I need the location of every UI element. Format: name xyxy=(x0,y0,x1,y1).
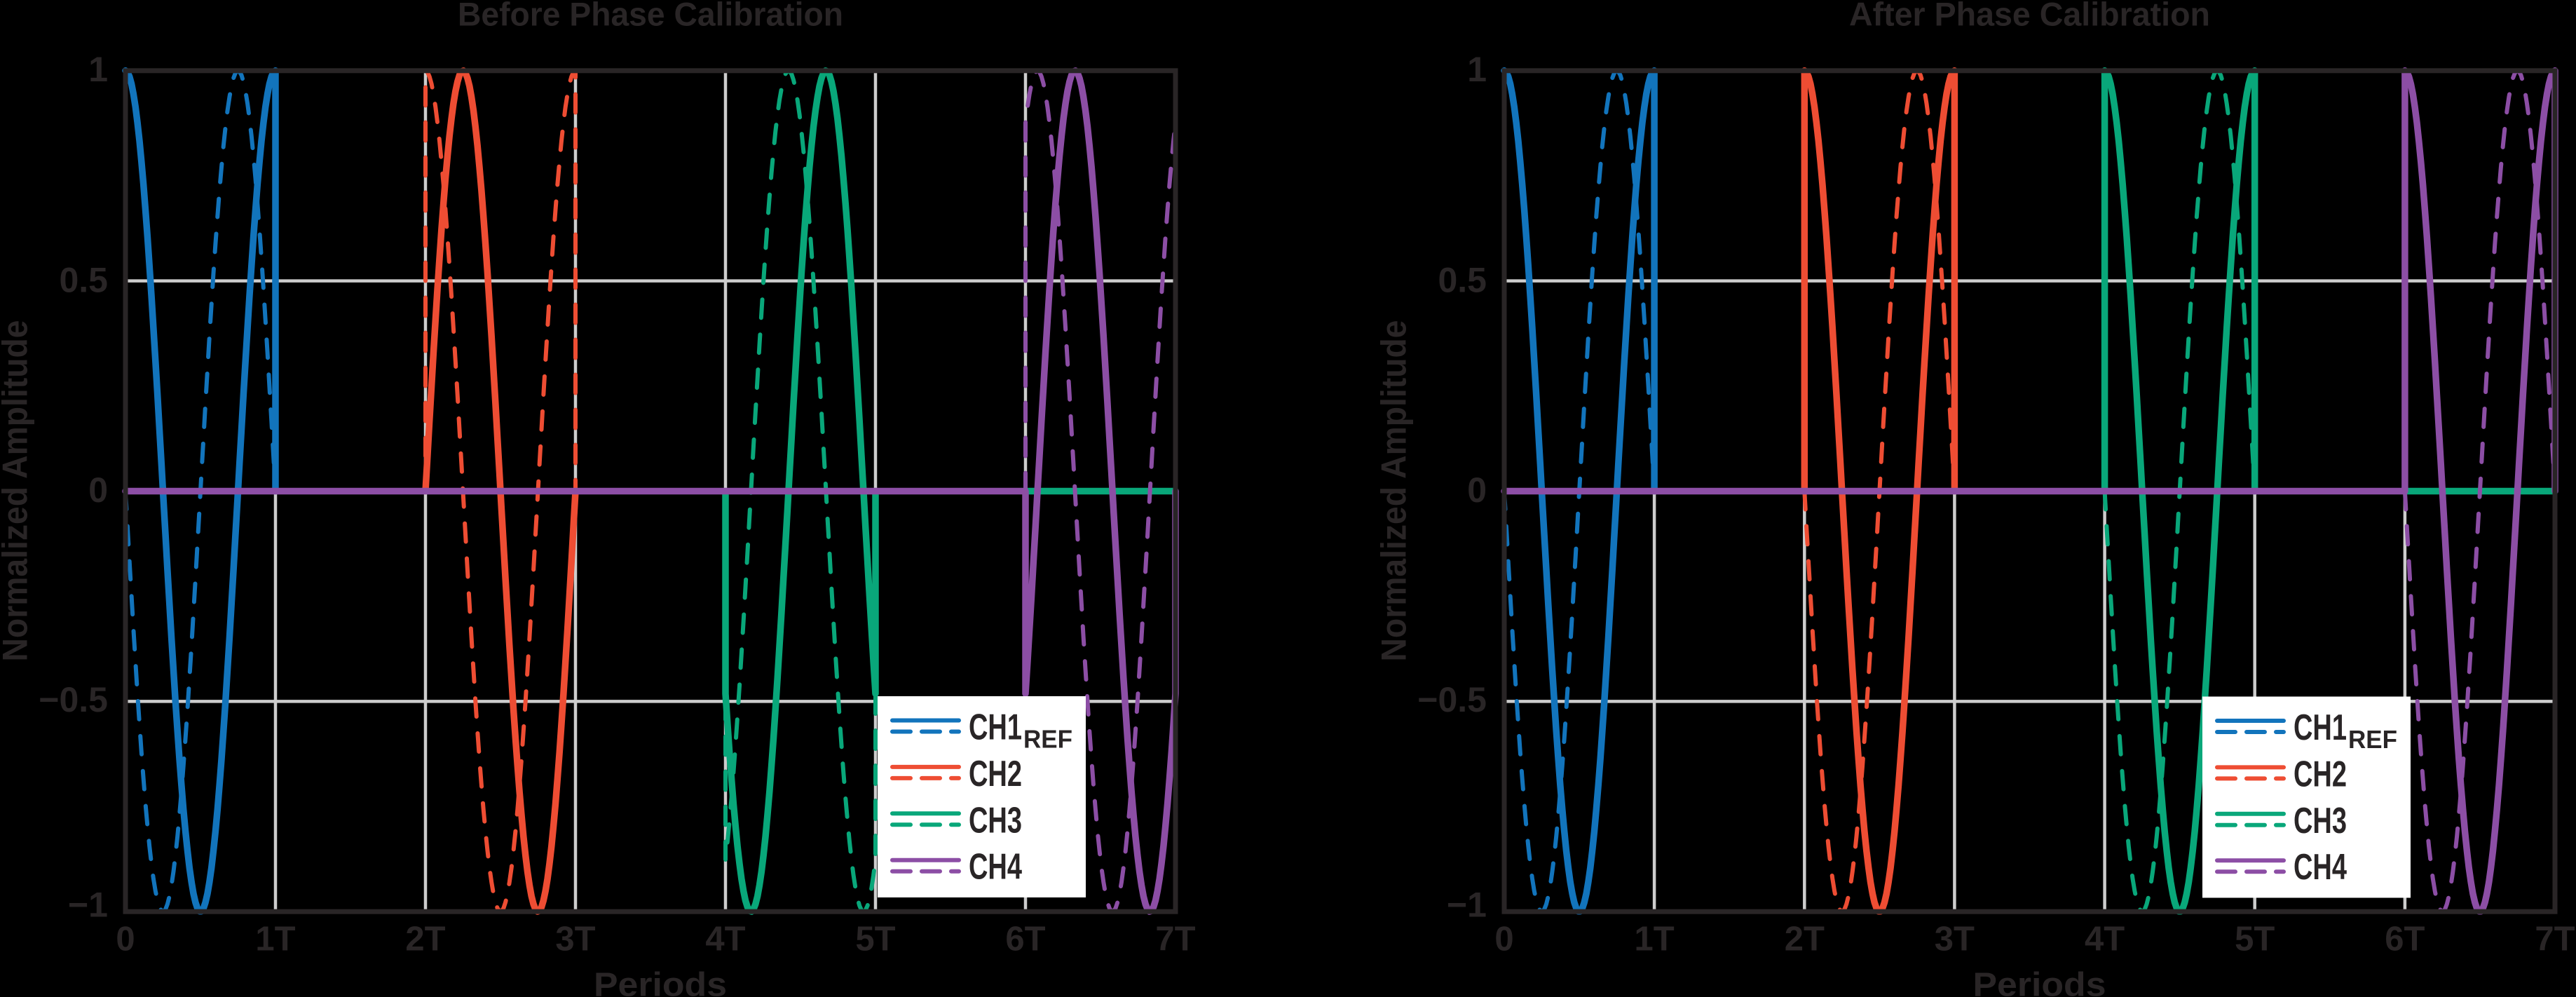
svg-text:−0.5: −0.5 xyxy=(1417,680,1487,719)
svg-text:2T: 2T xyxy=(1785,921,1825,958)
svg-text:CH2: CH2 xyxy=(2294,754,2347,794)
svg-text:0.5: 0.5 xyxy=(59,261,108,300)
svg-text:6T: 6T xyxy=(2385,921,2425,958)
svg-text:1T: 1T xyxy=(255,921,295,958)
svg-text:CH2: CH2 xyxy=(969,754,1022,794)
svg-text:After Phase Calibration: After Phase Calibration xyxy=(1849,0,2210,33)
svg-text:0: 0 xyxy=(116,921,135,958)
svg-text:1: 1 xyxy=(88,50,108,89)
svg-text:−0.5: −0.5 xyxy=(39,680,108,719)
svg-text:3T: 3T xyxy=(1935,921,1975,958)
svg-text:Periods: Periods xyxy=(594,967,727,997)
svg-text:5T: 5T xyxy=(2235,921,2275,958)
svg-text:6T: 6T xyxy=(1005,921,1045,958)
svg-text:0.5: 0.5 xyxy=(1438,261,1487,300)
svg-text:2T: 2T xyxy=(405,921,445,958)
svg-text:0: 0 xyxy=(1494,921,1513,958)
svg-text:Periods: Periods xyxy=(1973,967,2106,997)
svg-text:7T: 7T xyxy=(1155,921,1195,958)
svg-text:CH4: CH4 xyxy=(2294,847,2347,888)
svg-text:CH4: CH4 xyxy=(969,847,1022,888)
svg-text:0: 0 xyxy=(1467,470,1487,510)
svg-text:CH1: CH1 xyxy=(2294,707,2347,748)
svg-text:Normalized Amplitude: Normalized Amplitude xyxy=(1375,320,1414,662)
svg-text:0: 0 xyxy=(88,470,108,510)
svg-text:REF: REF xyxy=(1023,725,1072,754)
svg-text:−1: −1 xyxy=(68,886,108,925)
svg-text:REF: REF xyxy=(2348,725,2397,754)
svg-text:1: 1 xyxy=(1467,50,1487,89)
svg-text:5T: 5T xyxy=(855,921,895,958)
svg-text:7T: 7T xyxy=(2535,921,2575,958)
svg-text:4T: 4T xyxy=(2085,921,2125,958)
svg-text:−1: −1 xyxy=(1447,886,1487,925)
svg-text:Normalized Amplitude: Normalized Amplitude xyxy=(0,320,35,662)
svg-text:Before Phase Calibration: Before Phase Calibration xyxy=(458,0,843,33)
svg-text:3T: 3T xyxy=(555,921,595,958)
svg-text:CH3: CH3 xyxy=(2294,801,2347,841)
svg-text:4T: 4T xyxy=(705,921,745,958)
svg-text:CH3: CH3 xyxy=(969,800,1022,841)
svg-text:CH1: CH1 xyxy=(969,707,1022,748)
svg-text:1T: 1T xyxy=(1635,921,1675,958)
